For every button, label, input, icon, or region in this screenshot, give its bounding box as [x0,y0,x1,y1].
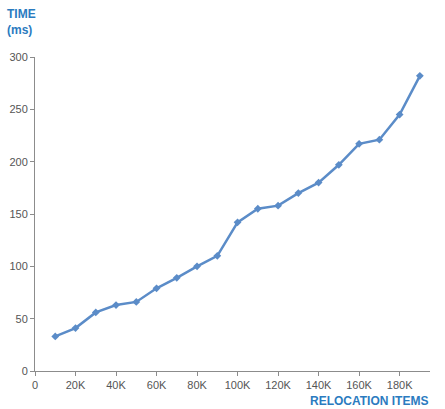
svg-text:TIME(ms): TIME(ms) [7,7,36,37]
svg-text:80K: 80K [187,379,207,391]
svg-text:300: 300 [9,51,27,63]
svg-text:20K: 20K [66,379,86,391]
svg-text:100K: 100K [225,379,251,391]
svg-text:250: 250 [9,103,27,115]
svg-text:160K: 160K [346,379,372,391]
svg-text:0: 0 [32,379,38,391]
svg-text:180K: 180K [387,379,413,391]
svg-text:0: 0 [22,365,28,377]
svg-text:200: 200 [9,156,27,168]
svg-text:50: 50 [16,313,28,325]
svg-text:100: 100 [9,260,27,272]
svg-text:120K: 120K [265,379,291,391]
svg-text:150: 150 [9,208,27,220]
svg-text:60K: 60K [147,379,167,391]
svg-text:140K: 140K [306,379,332,391]
svg-text:RELOCATION ITEMS: RELOCATION ITEMS [310,394,428,408]
svg-text:40K: 40K [106,379,126,391]
